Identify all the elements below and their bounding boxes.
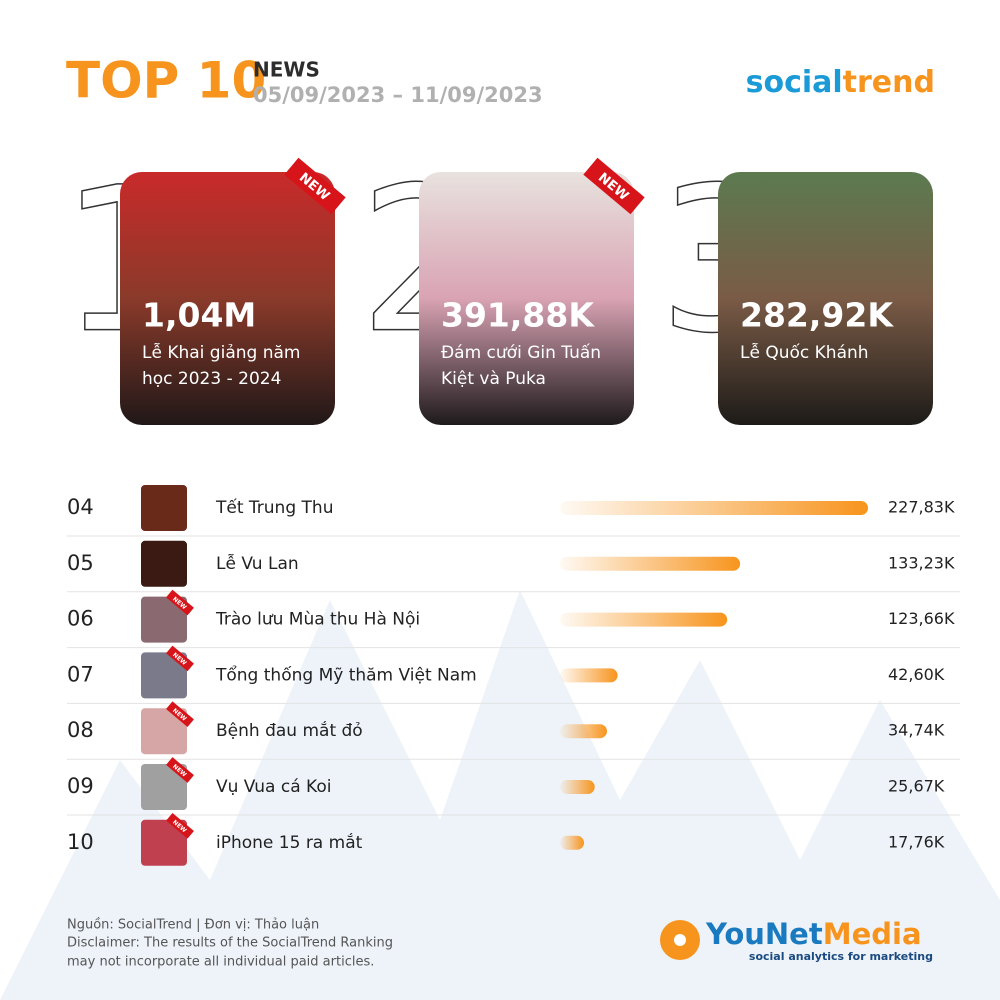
new-badge-bg [166, 645, 194, 672]
dates: 05/09/2023 – 11/09/2023 [253, 83, 543, 107]
card-name: Lễ Khai giảng năm [142, 342, 300, 363]
value-label: 25,67K [888, 777, 945, 796]
bar [560, 556, 741, 571]
thumbnail [141, 708, 187, 755]
mountain-bg [0, 590, 1000, 1000]
card-value: 391,88K [441, 296, 595, 335]
category-label: Bệnh đau mắt đỏ [216, 720, 363, 741]
value-label: 34,74K [888, 721, 945, 740]
card-value: 282,92K [740, 296, 894, 335]
value-label: 227,83K [888, 498, 955, 517]
new-badge-bg [166, 701, 194, 728]
rank: 06 [67, 607, 94, 631]
logo-a: YouNet [705, 917, 823, 951]
thumbnail [141, 540, 187, 587]
category-label: Trào lưu Mùa thu Hà Nội [215, 610, 420, 630]
card-name: học 2023 - 2024 [142, 369, 281, 389]
category-label: Lễ Vu Lan [216, 553, 299, 574]
card-name: Đám cưới Gin Tuấn [441, 342, 601, 363]
rank: 09 [67, 774, 94, 798]
new-badge-bg [166, 589, 194, 616]
new-badge-bg [166, 812, 194, 839]
thumbnail [141, 764, 187, 810]
brand-b: trend [843, 65, 935, 100]
footer-line: may not incorporate all individual paid … [67, 955, 374, 970]
card-image [120, 172, 335, 425]
footer-line: Nguồn: SocialTrend | Đơn vị: Thảo luận [67, 918, 319, 933]
new-badge-bg [166, 757, 194, 783]
bar [560, 835, 585, 850]
card-image [419, 172, 634, 425]
logo: YouNetMedia [705, 917, 922, 951]
value-label: 17,76K [888, 832, 945, 851]
new-badge-bg [583, 157, 645, 215]
bar [560, 780, 595, 794]
new-badge-bg [284, 157, 346, 215]
rank: 08 [67, 718, 94, 742]
value-label: 42,60K [888, 665, 945, 684]
footer-line: Disclaimer: The results of the SocialTre… [67, 936, 393, 951]
thumbnail [141, 819, 187, 866]
card-value: 1,04M [142, 296, 256, 335]
value-label: 133,23K [888, 553, 955, 572]
bar [560, 501, 868, 515]
brand-a: social [746, 65, 843, 100]
rank: 07 [67, 662, 94, 686]
brand: socialtrend [746, 65, 935, 100]
category: NEWS [253, 58, 320, 82]
logo-icon-dot [674, 934, 686, 946]
bar [560, 724, 607, 739]
title: TOP 10 [66, 52, 266, 110]
category-label: Tổng thống Mỹ thăm Việt Nam [215, 664, 477, 685]
tagline: social analytics for marketing [749, 950, 933, 963]
rank: 10 [67, 830, 94, 854]
thumbnail [141, 652, 187, 699]
rank: 05 [67, 551, 94, 575]
bar [560, 668, 618, 683]
card-name: Lễ Quốc Khánh [740, 342, 869, 363]
thumbnail [141, 596, 187, 643]
card-name: Kiệt và Puka [441, 369, 546, 389]
value-label: 123,66K [888, 609, 955, 628]
category-label: iPhone 15 ra mắt [216, 832, 363, 853]
category-label: Tết Trung Thu [215, 497, 333, 518]
rank: 04 [67, 495, 94, 519]
category-label: Vụ Vua cá Koi [216, 777, 331, 797]
bar [560, 612, 728, 627]
thumbnail [141, 485, 187, 531]
logo-b: Media [823, 917, 922, 951]
card-image [718, 172, 933, 425]
